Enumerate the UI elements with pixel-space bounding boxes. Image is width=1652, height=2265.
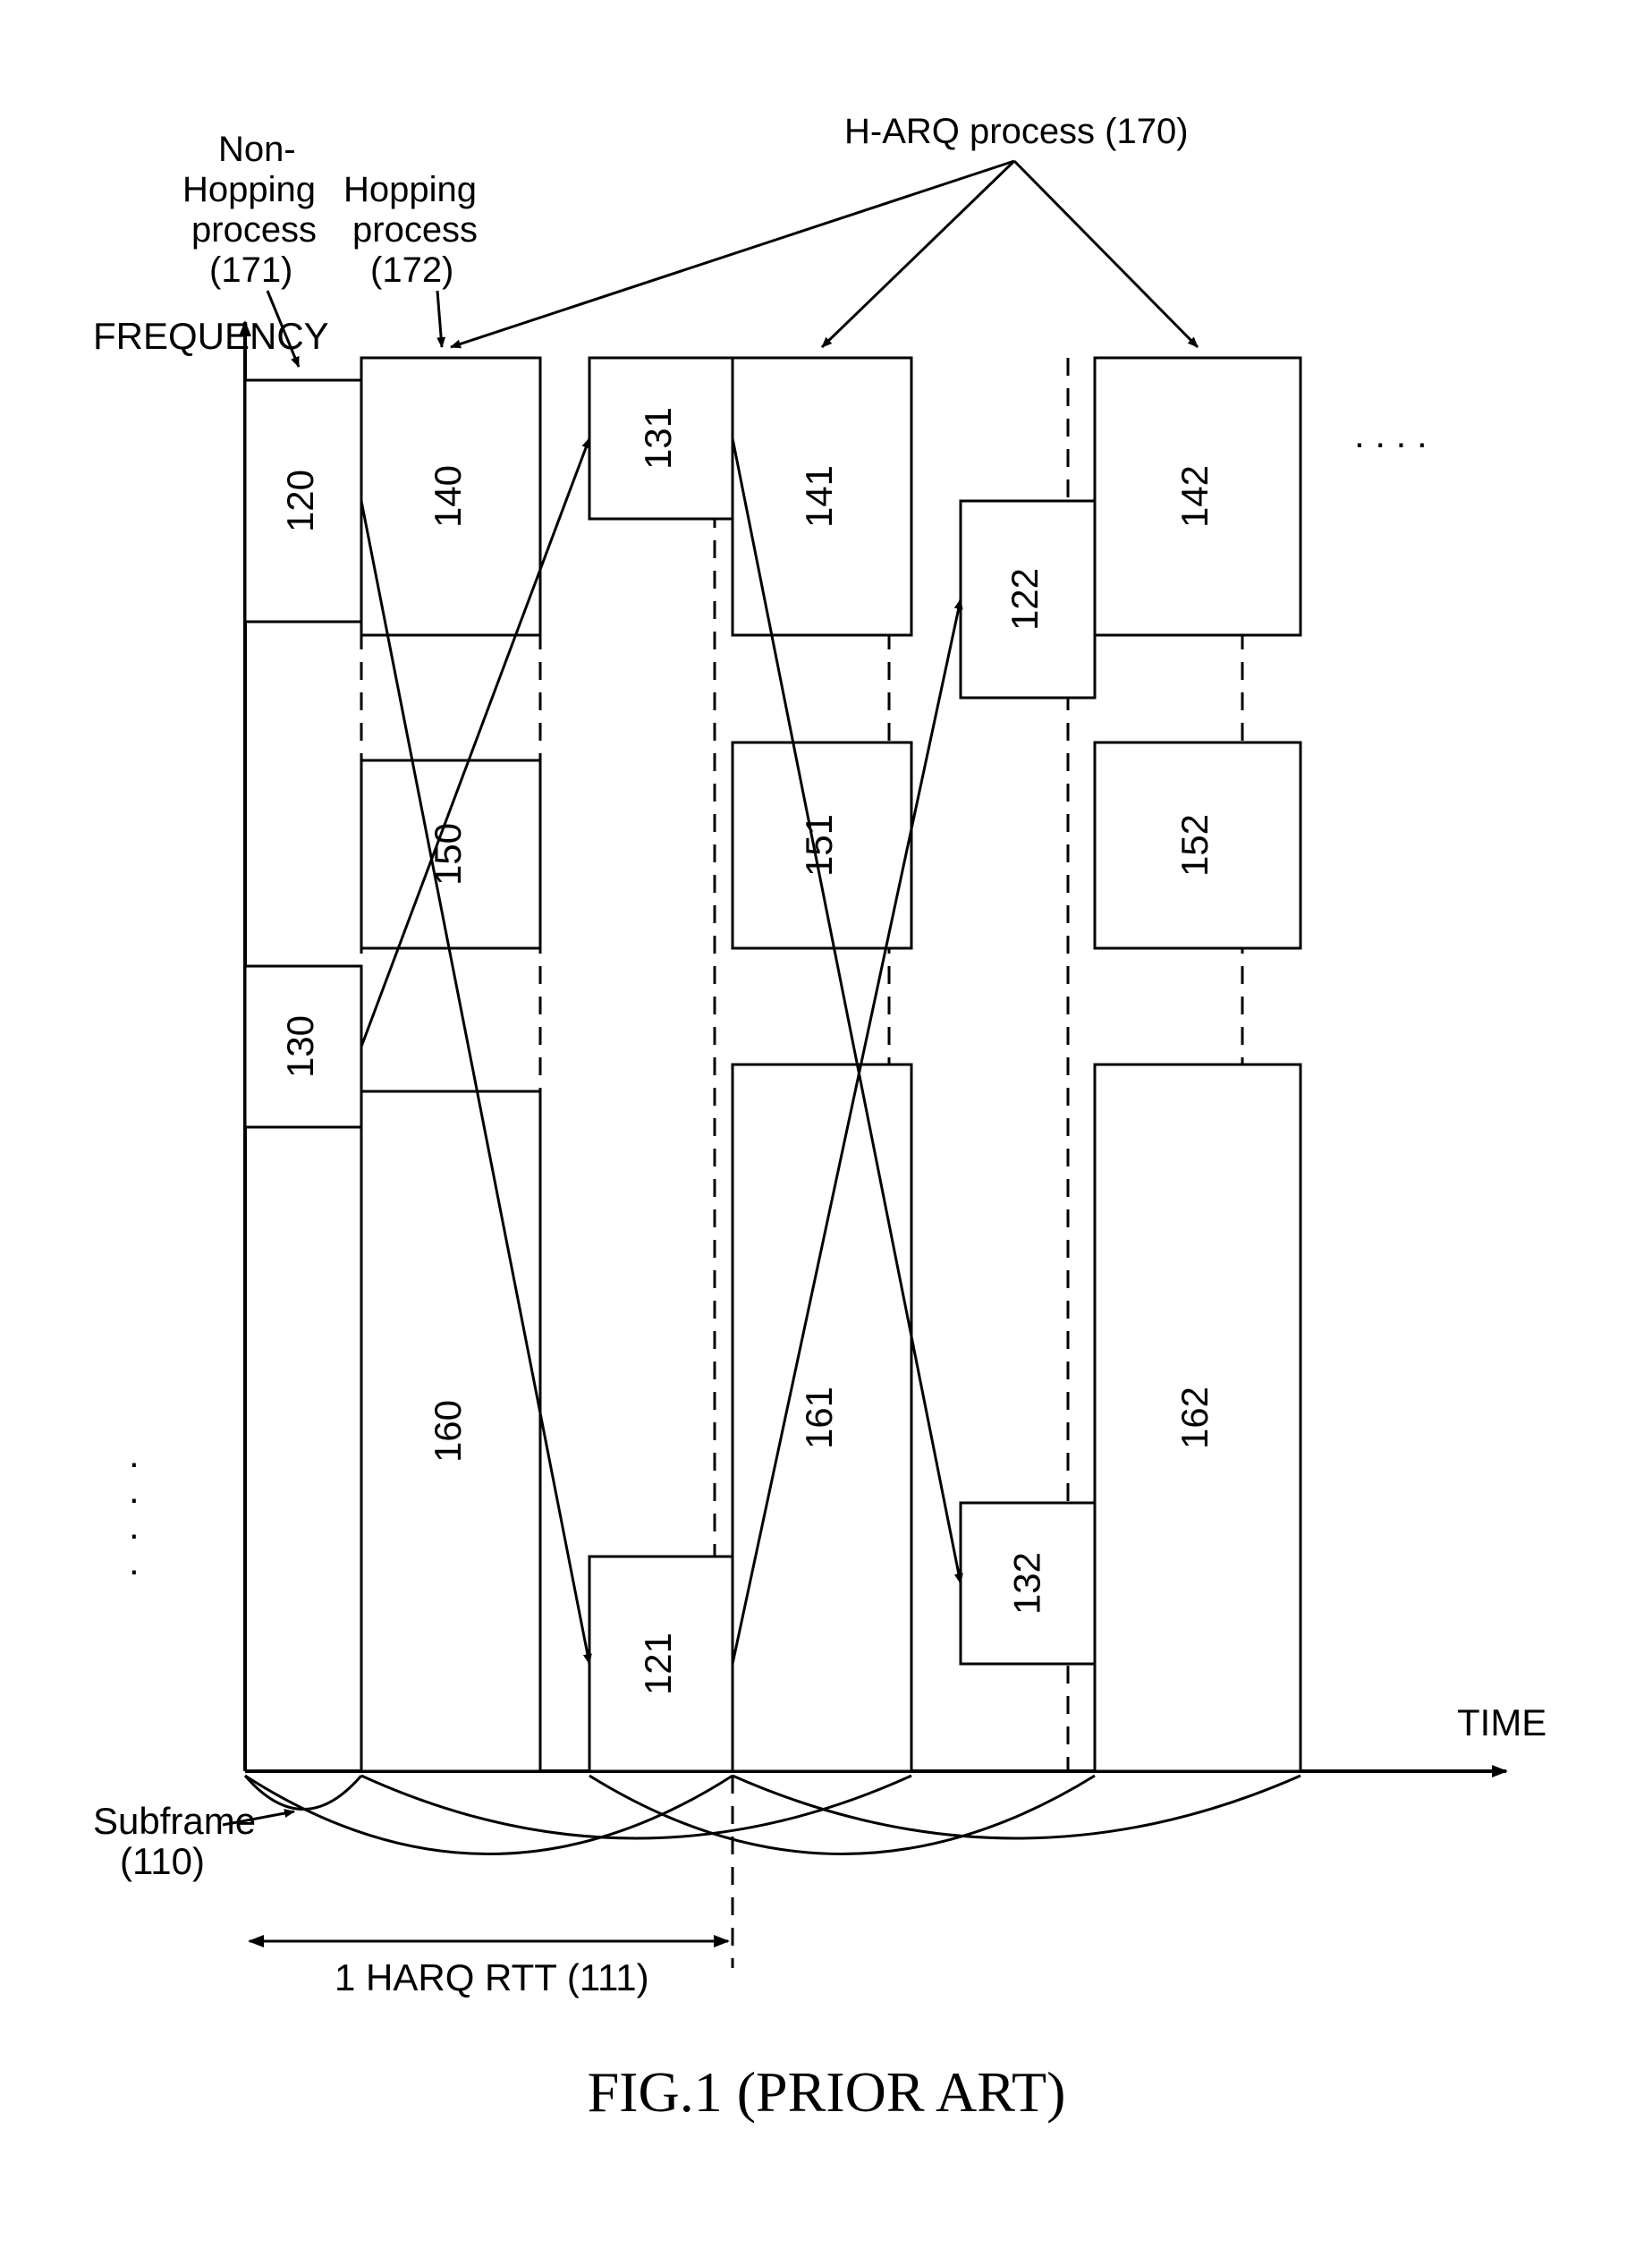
brace-2	[361, 1776, 911, 1838]
block-label-152: 152	[1173, 814, 1216, 877]
block-label-120: 120	[279, 470, 321, 532]
harq-arrow-1	[451, 161, 1014, 347]
nonhop-l1: Non-	[218, 130, 296, 169]
harq-rtt-label: 1 HARQ RTT (111)	[335, 1956, 649, 1998]
dots-right: . . . .	[1354, 413, 1427, 455]
subframe-label: Subframe	[93, 1800, 256, 1842]
nonhop-l3: process	[191, 210, 317, 250]
block-label-132: 132	[1005, 1552, 1047, 1615]
x-axis-label: TIME	[1457, 1701, 1546, 1743]
nonhop-l2: Hopping	[182, 170, 316, 209]
brace-1	[245, 1776, 733, 1854]
hop-arrow	[437, 291, 442, 347]
brace-4	[733, 1776, 1300, 1838]
figure-caption: FIG.1 (PRIOR ART)	[587, 2060, 1065, 2124]
block-label-130: 130	[279, 1015, 321, 1078]
block-label-121: 121	[637, 1633, 679, 1695]
harq-arrow-3	[1014, 161, 1198, 347]
block-label-131: 131	[637, 407, 679, 470]
harq-arrow-2	[822, 161, 1014, 347]
block-label-162: 162	[1173, 1387, 1216, 1449]
block-label-140: 140	[427, 465, 469, 528]
nonhop-l4: (171)	[209, 250, 292, 290]
hop-l1: Hopping	[343, 170, 477, 209]
hop-l3: (172)	[370, 250, 453, 290]
block-group: 1201301401501601311211411511611221321421…	[245, 358, 1300, 1771]
hop-l2: process	[352, 210, 478, 250]
subframe-brace	[245, 1776, 361, 1810]
block-label-141: 141	[798, 465, 840, 528]
block-label-161: 161	[798, 1387, 840, 1449]
subframe-num: (110)	[120, 1840, 205, 1882]
block-label-142: 142	[1173, 465, 1216, 528]
block-label-122: 122	[1004, 568, 1046, 631]
block-label-160: 160	[427, 1400, 469, 1463]
diagram-container: FREQUENCY TIME 1201301401501601311211411…	[66, 54, 1587, 2201]
diagram-svg: FREQUENCY TIME 1201301401501601311211411…	[66, 54, 1587, 2201]
dots-left4: .	[129, 1540, 140, 1582]
harq-label: H-ARQ process (170)	[844, 112, 1189, 151]
